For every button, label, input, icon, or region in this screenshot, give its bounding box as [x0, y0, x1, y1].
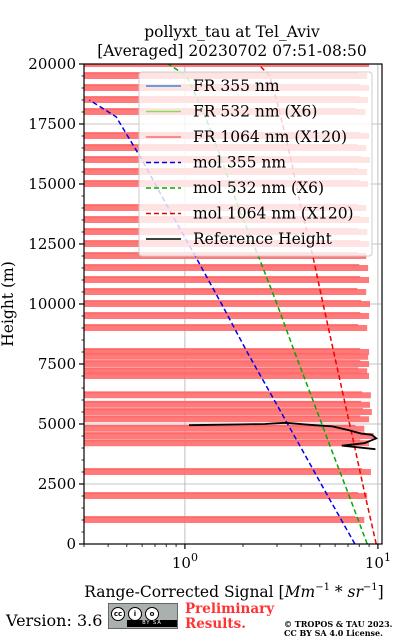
chart-title: pollyxt_tau at Tel_Aviv: [144, 23, 320, 41]
y-tick-label: 2500: [38, 475, 76, 493]
version-label: Version: 3.6: [6, 611, 103, 630]
legend-label: mol 532 nm (X6): [193, 179, 324, 197]
preliminary-line-1: Preliminary: [185, 601, 275, 617]
preliminary-note: Preliminary Results.: [185, 602, 274, 632]
legend-label: FR 1064 nm (X120): [193, 128, 347, 146]
y-tick-label: 12500: [28, 235, 76, 253]
y-tick-label: 17500: [28, 115, 76, 133]
by-icon: i: [128, 606, 142, 621]
legend-label: mol 1064 nm (X120): [193, 205, 354, 223]
cc-icon: cc: [111, 606, 125, 621]
copyright-note: © TROPOS & TAU 2023. CC BY SA 4.0 Licens…: [284, 620, 392, 638]
copyright-line-1: © TROPOS & TAU 2023.: [284, 619, 393, 629]
preliminary-line-2: Results.: [185, 616, 246, 632]
y-tick-label: 10000: [28, 295, 76, 313]
y-tick-label: 15000: [28, 175, 76, 193]
sa-icon: o: [145, 606, 159, 621]
y-axis-label: Height (m): [0, 261, 17, 347]
series-line-reference-height: [188, 421, 378, 451]
series-line-mol-355-nm: [89, 99, 356, 544]
y-tick-label: 0: [66, 535, 76, 553]
x-tick-label: 101: [365, 551, 391, 572]
y-tick-label: 5000: [38, 415, 76, 433]
cc-license-badge: cc i o BY SA: [108, 603, 178, 629]
chart-subtitle: [Averaged] 20230702 07:51-08:50: [97, 42, 367, 60]
y-tick-label: 7500: [38, 355, 76, 373]
legend-label: FR 532 nm (X6): [193, 103, 317, 121]
legend-label: mol 355 nm: [193, 154, 286, 172]
legend-box: [138, 71, 373, 257]
x-axis-label: Range-Corrected Signal [Mm−1 * sr−1]: [84, 582, 383, 601]
y-tick-label: 20000: [28, 55, 76, 73]
legend-label: Reference Height: [193, 230, 333, 248]
x-tick-label: 100: [172, 551, 198, 572]
cc-badge-text: BY SA: [127, 620, 177, 627]
copyright-line-2: CC BY SA 4.0 License.: [284, 628, 383, 638]
legend-label: FR 355 nm: [193, 77, 280, 95]
